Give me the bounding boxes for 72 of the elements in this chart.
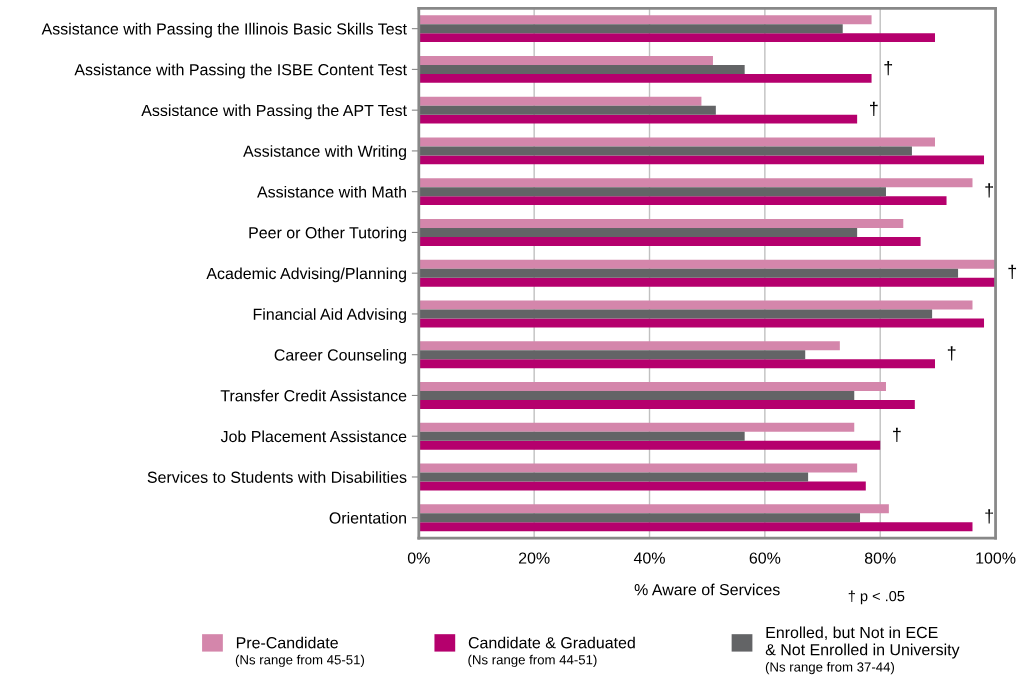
bar [418, 55, 713, 65]
bar [418, 137, 935, 147]
y-tick-label: Academic Advising/Planning [206, 267, 406, 283]
y-tick-label: Job Placement Assistance [220, 430, 407, 443]
text: † p < .05 [848, 590, 905, 605]
bar [418, 359, 935, 369]
y-tick-label: Assistance with Passing the APT Test [141, 104, 407, 120]
annotation: † [870, 101, 878, 117]
y-tick-label: Assistance with Writing [243, 145, 406, 161]
annotation: † [985, 183, 993, 198]
legend-label: Candidate & Graduated [468, 636, 635, 649]
bar [418, 341, 840, 351]
bar [418, 481, 866, 491]
legend-label: Pre-Candidate [236, 636, 338, 649]
bar [418, 236, 921, 246]
bar [418, 196, 947, 206]
annotation: † [884, 60, 893, 76]
bar [418, 277, 996, 287]
bar [418, 504, 889, 514]
bar [418, 218, 904, 228]
bar [418, 15, 872, 25]
y-tick-label: Transfer Credit Assistance [220, 389, 407, 402]
annotation: † [1008, 264, 1017, 280]
bar [418, 422, 855, 432]
bar [418, 114, 858, 124]
bar [418, 268, 959, 278]
annotation: † [985, 509, 993, 524]
x-tick-label: 60% [749, 552, 781, 564]
bar [418, 513, 861, 523]
bar [418, 24, 843, 34]
bar [418, 522, 973, 532]
bar [418, 440, 881, 450]
bar [418, 399, 915, 409]
y-tick-label: Career Counseling [274, 348, 406, 364]
annotation: † [893, 427, 901, 443]
bar [418, 350, 806, 360]
bar [418, 146, 912, 156]
bar [418, 431, 745, 441]
bar [418, 73, 872, 83]
bar [418, 390, 855, 400]
legend-label: Enrolled, but Not in ECE & Not Enrolled in University [765, 626, 960, 659]
x-tick-label: 80% [864, 552, 896, 564]
y-tick-label: Assistance with Passing the ISBE Content Test [74, 63, 407, 79]
bar [418, 105, 716, 115]
x-axis-title: % Aware of Services [634, 583, 780, 596]
bar [418, 318, 985, 328]
bar [418, 155, 985, 165]
text: (Ns range from 37-44) [765, 661, 895, 675]
y-tick-label: Assistance with Passing the Illinois Basic Skills Test [41, 22, 407, 38]
x-tick-label: 20% [518, 552, 550, 564]
bar [418, 187, 886, 197]
x-tick-label: 0% [407, 552, 430, 564]
bar [418, 178, 973, 188]
bar [418, 33, 935, 43]
y-tick-label: Services to Students with Disabilities [147, 471, 407, 483]
bar [418, 382, 886, 391]
x-tick-label: 100% [976, 552, 1016, 564]
text: (Ns range from 44-51) [468, 654, 597, 668]
bar [418, 472, 809, 482]
y-tick-label: Assistance with Math [257, 185, 406, 198]
y-tick-label: Peer or Other Tutoring [249, 226, 406, 242]
bar [418, 96, 702, 106]
bar [418, 227, 858, 237]
annotation: † [947, 346, 956, 361]
bar [418, 259, 996, 269]
text: (Ns range from 45-51) [235, 654, 365, 668]
bar [418, 309, 933, 319]
y-tick-label: Orientation [329, 511, 406, 524]
x-tick-label: 40% [633, 552, 665, 564]
bar [418, 300, 973, 310]
y-tick-label: Financial Aid Advising [253, 308, 406, 324]
bar [418, 64, 745, 74]
